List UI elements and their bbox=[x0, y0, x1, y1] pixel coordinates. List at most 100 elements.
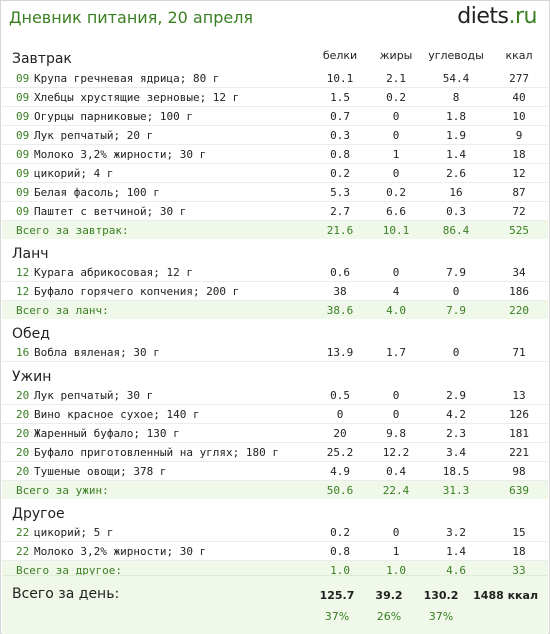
food-row[interactable]: 09:00Крупа гречневая ядрица; 80 г10.12.1… bbox=[2, 69, 549, 88]
column-fat: жиры bbox=[379, 48, 413, 62]
food-protein: 25.2 bbox=[310, 442, 371, 462]
food-fat: 0 bbox=[370, 106, 423, 126]
day-total: Всего за день: 125.7 39.2 130.2 1488 кка… bbox=[2, 575, 548, 634]
food-kcal: 186 bbox=[490, 281, 549, 301]
food-time: 12:30 bbox=[2, 263, 32, 282]
food-time: 09:00 bbox=[2, 87, 32, 107]
food-kcal: 10 bbox=[490, 106, 549, 126]
day-fat: 39.2 bbox=[375, 589, 403, 602]
meal-total-fat: 1.0 bbox=[370, 560, 423, 579]
food-protein: 10.1 bbox=[310, 69, 371, 88]
food-carbs: 0.3 bbox=[422, 201, 491, 221]
food-time: 22:00 bbox=[2, 523, 32, 542]
meal-total-label: Всего за завтрак: bbox=[2, 220, 311, 239]
food-carbs: 0 bbox=[422, 281, 491, 301]
food-fat: 12.2 bbox=[370, 442, 423, 462]
food-protein: 0.8 bbox=[310, 541, 371, 561]
food-carbs: 2.6 bbox=[422, 163, 491, 183]
meal-total-label: Всего за ланч: bbox=[2, 300, 311, 319]
meal-total-protein: 21.6 bbox=[310, 220, 371, 239]
food-row[interactable]: 12:30Курага абрикосовая; 12 г0.607.934 bbox=[2, 263, 549, 282]
food-carbs: 1.4 bbox=[422, 144, 491, 164]
food-fat: 1.7 bbox=[370, 343, 423, 362]
food-row[interactable]: 22:00цикорий; 5 г0.203.215 bbox=[2, 523, 549, 542]
food-row[interactable]: 09:00Огурцы парниковые; 100 г0.701.810 bbox=[2, 106, 549, 126]
food-fat: 1 bbox=[370, 144, 423, 164]
food-row[interactable]: 20:00Буфало приготовленный на углях; 180… bbox=[2, 442, 549, 462]
food-carbs: 1.8 bbox=[422, 106, 491, 126]
meal-total-protein: 50.6 bbox=[310, 480, 371, 499]
food-name: Крупа гречневая ядрица; 80 г bbox=[32, 69, 311, 88]
food-carbs: 4.2 bbox=[422, 404, 491, 424]
food-protein: 0.5 bbox=[310, 386, 371, 405]
site-logo[interactable]: diets.ru bbox=[457, 4, 537, 29]
meal-total-fat: 22.4 bbox=[370, 480, 423, 499]
food-protein: 0.3 bbox=[310, 125, 371, 145]
food-row[interactable]: 09:00Лук репчатый; 20 г0.301.99 bbox=[2, 125, 549, 145]
page-title: Дневник питания, 20 апреля bbox=[9, 8, 254, 27]
meal-total-kcal: 33 bbox=[490, 560, 549, 579]
food-name: Курага абрикосовая; 12 г bbox=[32, 263, 311, 282]
food-carbs: 7.9 bbox=[422, 263, 491, 282]
food-kcal: 87 bbox=[490, 182, 549, 202]
food-kcal: 277 bbox=[490, 69, 549, 88]
day-fat-pct: 26% bbox=[376, 610, 402, 623]
food-carbs: 2.9 bbox=[422, 386, 491, 405]
food-name: Молоко 3,2% жирности; 30 г bbox=[32, 541, 311, 561]
meal-heading: Другое bbox=[12, 506, 65, 522]
meal-total-carbs: 7.9 bbox=[422, 300, 491, 319]
food-row[interactable]: 09:00Молоко 3,2% жирности; 30 г0.811.418 bbox=[2, 144, 549, 164]
food-fat: 4 bbox=[370, 281, 423, 301]
food-name: Молоко 3,2% жирности; 30 г bbox=[32, 144, 311, 164]
food-protein: 1.5 bbox=[310, 87, 371, 107]
meal-total-carbs: 86.4 bbox=[422, 220, 491, 239]
meal-heading: Обед bbox=[12, 326, 50, 342]
food-carbs: 18.5 bbox=[422, 461, 491, 481]
meal-heading-row: Обед bbox=[2, 319, 548, 343]
food-name: Лук репчатый; 20 г bbox=[32, 125, 311, 145]
column-protein: белки bbox=[322, 48, 358, 62]
meal-total-row: Всего за ланч: 38.6 4.0 7.9 220 bbox=[2, 300, 549, 319]
meal-heading: Завтрак bbox=[12, 51, 72, 67]
food-time: 20:00 bbox=[2, 386, 32, 405]
food-row[interactable]: 22:00Молоко 3,2% жирности; 30 г0.811.418 bbox=[2, 541, 549, 561]
food-protein: 4.9 bbox=[310, 461, 371, 481]
food-kcal: 9 bbox=[490, 125, 549, 145]
food-kcal: 126 bbox=[490, 404, 549, 424]
day-kcal: 1488 ккал bbox=[473, 589, 538, 602]
logo-dot: . bbox=[508, 4, 516, 29]
food-carbs: 54.4 bbox=[422, 69, 491, 88]
food-row[interactable]: 20:00Тушеные овощи; 378 г4.90.418.598 bbox=[2, 461, 549, 481]
meal-heading-row: Ужин bbox=[2, 362, 548, 387]
food-time: 09:00 bbox=[2, 69, 32, 88]
meal-total-carbs: 4.6 bbox=[422, 560, 491, 579]
food-row[interactable]: 20:00Лук репчатый; 30 г0.502.913 bbox=[2, 386, 549, 405]
food-kcal: 18 bbox=[490, 541, 549, 561]
food-row[interactable]: 09:00цикорий; 4 г0.202.612 bbox=[2, 163, 549, 183]
food-row[interactable]: 09:00Паштет с ветчиной; 30 г2.76.60.372 bbox=[2, 201, 549, 221]
food-protein: 20 bbox=[310, 423, 371, 443]
food-protein: 0.8 bbox=[310, 144, 371, 164]
logo-name: diets bbox=[457, 4, 509, 29]
food-name: Вобла вяленая; 30 г bbox=[32, 343, 311, 362]
food-row[interactable]: 12:30Буфало горячего копчения; 200 г3840… bbox=[2, 281, 549, 301]
food-fat: 0.2 bbox=[370, 182, 423, 202]
day-protein-pct: 37% bbox=[324, 610, 350, 623]
food-protein: 38 bbox=[310, 281, 371, 301]
food-protein: 0.6 bbox=[310, 263, 371, 282]
food-fat: 0 bbox=[370, 404, 423, 424]
food-row[interactable]: 09:00Хлебцы хрустящие зерновые; 12 г1.50… bbox=[2, 87, 549, 107]
meal-total-row: Всего за завтрак: 21.6 10.1 86.4 525 bbox=[2, 220, 549, 239]
food-fat: 0 bbox=[370, 386, 423, 405]
food-name: цикорий; 5 г bbox=[32, 523, 311, 542]
meal-heading: Ужин bbox=[12, 369, 52, 385]
food-kcal: 71 bbox=[490, 343, 549, 362]
meal-total-fat: 10.1 bbox=[370, 220, 423, 239]
food-fat: 0 bbox=[370, 125, 423, 145]
meal-total-row: Всего за ужин: 50.6 22.4 31.3 639 bbox=[2, 480, 549, 499]
